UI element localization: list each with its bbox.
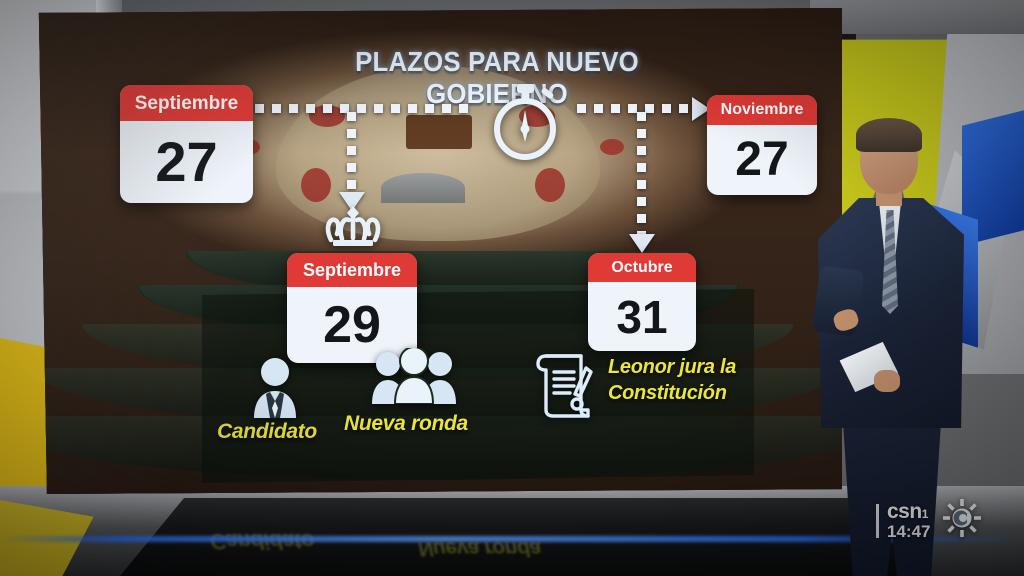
- calendar-day: 27: [707, 125, 817, 195]
- milestone-label-leonor-line1: Leonor jura la: [608, 356, 736, 380]
- calendar-card-septiembre-29[interactable]: Septiembre 29: [287, 253, 417, 363]
- channel-name: csn1: [887, 501, 930, 522]
- branch-line-sep29: [347, 112, 356, 194]
- calendar-month: Septiembre: [287, 253, 417, 287]
- presenter: [811, 118, 982, 576]
- branch-arrow-oct31: [629, 234, 655, 253]
- graphic-title: PLAZOS PARA NUEVO GOBIERNO: [281, 46, 713, 110]
- presenter-tie: [882, 210, 898, 314]
- people-group-icon: [371, 346, 457, 409]
- calendar-card-noviembre-27[interactable]: Noviembre 27: [707, 95, 817, 195]
- calendar-card-octubre-31[interactable]: Octubre 31: [588, 253, 696, 351]
- floor-text-reflection: Candidato Nueva ronda: [150, 500, 790, 562]
- timeline-segment-right: [577, 104, 697, 113]
- timeline-segment-left: [255, 104, 475, 113]
- calendar-month: Septiembre: [120, 85, 253, 121]
- presenter-hand-right: [874, 370, 900, 392]
- branch-line-oct31: [637, 112, 646, 236]
- calendar-day: 31: [588, 282, 696, 351]
- crown-icon: [325, 204, 381, 255]
- screen-glare: [38, 8, 842, 494]
- tribune: [381, 173, 466, 204]
- canal-sur-sun-icon: [942, 498, 982, 543]
- person-tie-icon: [246, 356, 304, 423]
- presenter-legs: [842, 418, 942, 576]
- calendar-month: Noviembre: [707, 95, 817, 125]
- channel-name-text: csn: [887, 500, 922, 523]
- carpet-motif: [300, 168, 331, 203]
- floor-led-stripe: [0, 536, 1024, 542]
- presenter-hair: [856, 118, 922, 152]
- milestone-label-candidato: Candidato: [217, 420, 317, 444]
- calendar-day: 29: [287, 287, 417, 363]
- milestone-label-leonor-line2: Constitución: [608, 382, 727, 406]
- carpet-motif: [534, 168, 565, 203]
- branch-arrow-sep29: [339, 192, 365, 211]
- channel-number: 1: [921, 507, 929, 521]
- video-wall: PLAZOS PARA NUEVO GOBIERNO: [38, 8, 842, 494]
- stopwatch-icon: [489, 84, 561, 167]
- channel-bug: csn1 14:47: [876, 498, 982, 543]
- speaker-table: [405, 114, 472, 149]
- carpet-motif: [599, 139, 624, 156]
- scroll-pen-icon: [534, 348, 600, 425]
- on-screen-clock: 14:47: [887, 522, 931, 541]
- bug-divider: [876, 503, 879, 538]
- milestone-label-nueva-ronda: Nueva ronda: [344, 412, 468, 436]
- ceiling-beam: [810, 0, 1024, 34]
- calendar-day: 27: [120, 121, 253, 203]
- calendar-card-septiembre-27[interactable]: Septiembre 27: [120, 85, 253, 203]
- calendar-month: Octubre: [588, 253, 696, 282]
- timeline-end-arrow: [692, 97, 710, 121]
